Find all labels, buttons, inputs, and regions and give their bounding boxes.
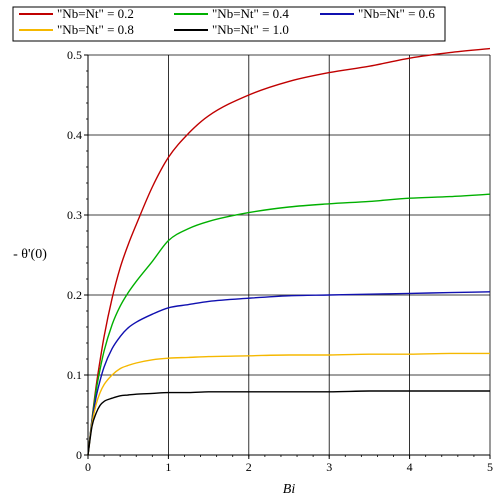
y-tick-label: 0.5 xyxy=(67,48,82,62)
legend-label-2: "Nb=Nt" = 0.4 xyxy=(212,6,289,21)
y-tick-label: 0.4 xyxy=(67,128,82,142)
legend: "Nb=Nt" = 0.2 "Nb=Nt" = 0.4 "Nb=Nt" = 0.6 "… xyxy=(12,6,446,42)
y-tick-label: 0.2 xyxy=(67,288,82,302)
y-axis-ticks: 0 0.1 0.2 0.3 0.4 0.5 xyxy=(67,48,88,462)
y-tick-label: 0.3 xyxy=(67,208,82,222)
x-tick-label: 5 xyxy=(487,460,493,474)
series-lines xyxy=(87,47,491,456)
y-tick-label: 0.1 xyxy=(67,368,82,382)
y-axis-label: - θ'(0) xyxy=(13,247,47,262)
x-axis-label: Bi xyxy=(283,482,296,497)
x-tick-label: 3 xyxy=(326,460,332,474)
series-line-1 xyxy=(87,47,491,456)
x-tick-label: 2 xyxy=(246,460,252,474)
series-line-2 xyxy=(87,193,491,456)
x-tick-label: 4 xyxy=(407,460,413,474)
series-line-5 xyxy=(87,390,490,456)
grid xyxy=(88,54,491,455)
series-line-3 xyxy=(87,291,491,456)
legend-label-5: "Nb=Nt" = 1.0 xyxy=(212,22,289,37)
y-tick-label: 0 xyxy=(76,448,82,462)
x-tick-label: 0 xyxy=(85,460,91,474)
legend-label-1: "Nb=Nt" = 0.2 xyxy=(57,6,134,21)
legend-box xyxy=(12,6,446,42)
legend-items: "Nb=Nt" = 0.2 "Nb=Nt" = 0.4 "Nb=Nt" = 0.6 "… xyxy=(19,6,435,37)
series-line-4 xyxy=(87,352,490,456)
legend-label-4: "Nb=Nt" = 0.8 xyxy=(57,22,134,37)
legend-label-3: "Nb=Nt" = 0.6 xyxy=(358,6,435,21)
x-tick-label: 1 xyxy=(165,460,171,474)
